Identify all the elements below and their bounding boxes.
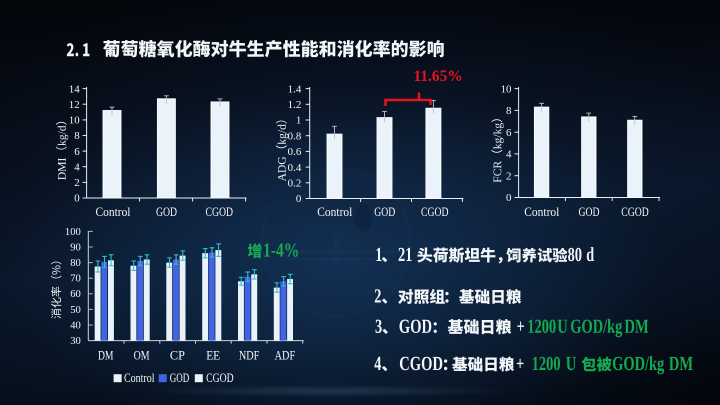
svg-text:2: 2 [506,170,511,182]
svg-text:0.4: 0.4 [288,162,302,174]
svg-text:70: 70 [70,274,81,285]
svg-text:60: 60 [70,289,81,300]
svg-text:0.8: 0.8 [288,130,302,142]
svg-text:11.65%: 11.65% [414,68,463,85]
svg-text:10: 10 [69,115,80,127]
svg-text:4: 4 [506,149,512,161]
svg-text:80: 80 [70,258,81,269]
svg-text:8: 8 [74,130,80,142]
svg-text:1: 1 [296,115,301,127]
svg-text:100: 100 [65,227,81,238]
svg-text:10: 10 [501,83,512,95]
svg-text:6: 6 [74,146,80,158]
svg-text:14: 14 [69,83,80,95]
svg-text:NDF: NDF [239,348,260,362]
svg-text:0: 0 [74,193,80,205]
svg-text:CGOD: CGOD [621,205,649,219]
svg-text:1.2: 1.2 [288,99,302,111]
svg-text:Control: Control [317,205,352,219]
svg-text:90: 90 [70,242,81,253]
svg-text:GOD: GOD [374,205,395,219]
svg-text:12: 12 [69,99,80,111]
svg-text:CGOD: CGOD [206,371,234,385]
svg-text:GOD: GOD [579,205,600,219]
svg-text:CGOD: CGOD [421,205,449,219]
svg-text:EE: EE [206,348,220,362]
svg-text:1.4: 1.4 [288,83,302,95]
svg-text:Control: Control [124,371,155,385]
svg-text:Control: Control [524,205,559,219]
svg-text:OM: OM [134,348,150,362]
svg-text:6: 6 [506,127,512,139]
svg-text:ADF: ADF [275,348,296,362]
svg-text:50: 50 [70,305,81,316]
svg-text:30: 30 [70,336,81,347]
svg-text:0: 0 [506,192,512,204]
svg-text:CP: CP [170,348,185,362]
svg-text:4: 4 [74,161,80,173]
svg-text:8: 8 [506,105,512,117]
svg-text:DM: DM [98,348,114,362]
svg-text:0: 0 [296,193,302,205]
svg-text:40: 40 [70,320,81,331]
svg-text:2: 2 [74,177,79,189]
svg-text:CGOD: CGOD [206,205,234,219]
svg-text:GOD: GOD [170,371,190,385]
svg-text:Control: Control [96,205,131,219]
svg-text:0.6: 0.6 [288,146,302,158]
svg-text:0.2: 0.2 [288,178,302,190]
svg-text:GOD: GOD [156,205,177,219]
